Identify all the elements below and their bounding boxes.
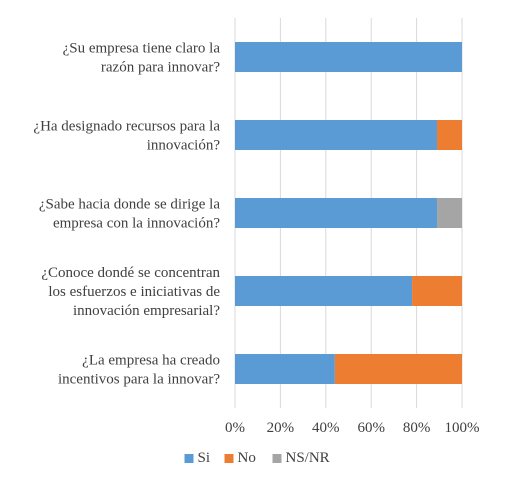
bar-segment-ns-nr	[437, 198, 462, 228]
legend: Si No NS/NR	[184, 450, 330, 466]
legend-swatch	[184, 454, 194, 463]
category-label: ¿Ha designado recursos para la innovación…	[33, 119, 220, 154]
legend-item: No	[224, 450, 256, 466]
legend-item: NS/NR	[272, 450, 330, 466]
x-tick-label: 40%	[312, 420, 340, 436]
legend-label: Si	[198, 450, 211, 466]
bar-segment-no	[437, 120, 462, 150]
bar-segment-si	[235, 42, 462, 72]
bar-segment-si	[235, 276, 413, 306]
legend-label: NS/NR	[286, 450, 330, 466]
bar-segment-no	[412, 276, 462, 306]
bars	[235, 42, 462, 384]
bar-segment-si	[235, 120, 438, 150]
bar-segment-si	[235, 354, 335, 384]
legend-swatch	[224, 454, 234, 463]
x-tick-label: 0%	[225, 420, 245, 436]
bar-segment-si	[235, 198, 438, 228]
x-tick-label: 20%	[267, 420, 295, 436]
bar-segment-no	[334, 354, 462, 384]
category-label: ¿Sabe hacia donde se dirige la empresa co…	[39, 197, 221, 232]
category-label: ¿Su empresa tiene claro la razón para inn…	[63, 41, 221, 76]
x-tick-label: 80%	[403, 420, 431, 436]
legend-swatch	[272, 454, 282, 463]
legend-label: No	[238, 450, 256, 466]
category-labels: ¿Su empresa tiene claro la razón para inn…	[33, 41, 220, 388]
x-tick-label: 100%	[445, 420, 480, 436]
category-label: ¿Conoce dondé se concentran los esfuerzos…	[41, 265, 220, 319]
legend-item: Si	[184, 450, 211, 466]
x-tick-label: 60%	[357, 420, 385, 436]
category-label: ¿La empresa ha creado incentivos para la …	[58, 353, 220, 388]
x-tick-labels: 0% 20% 40% 60% 80% 100%	[225, 420, 480, 436]
